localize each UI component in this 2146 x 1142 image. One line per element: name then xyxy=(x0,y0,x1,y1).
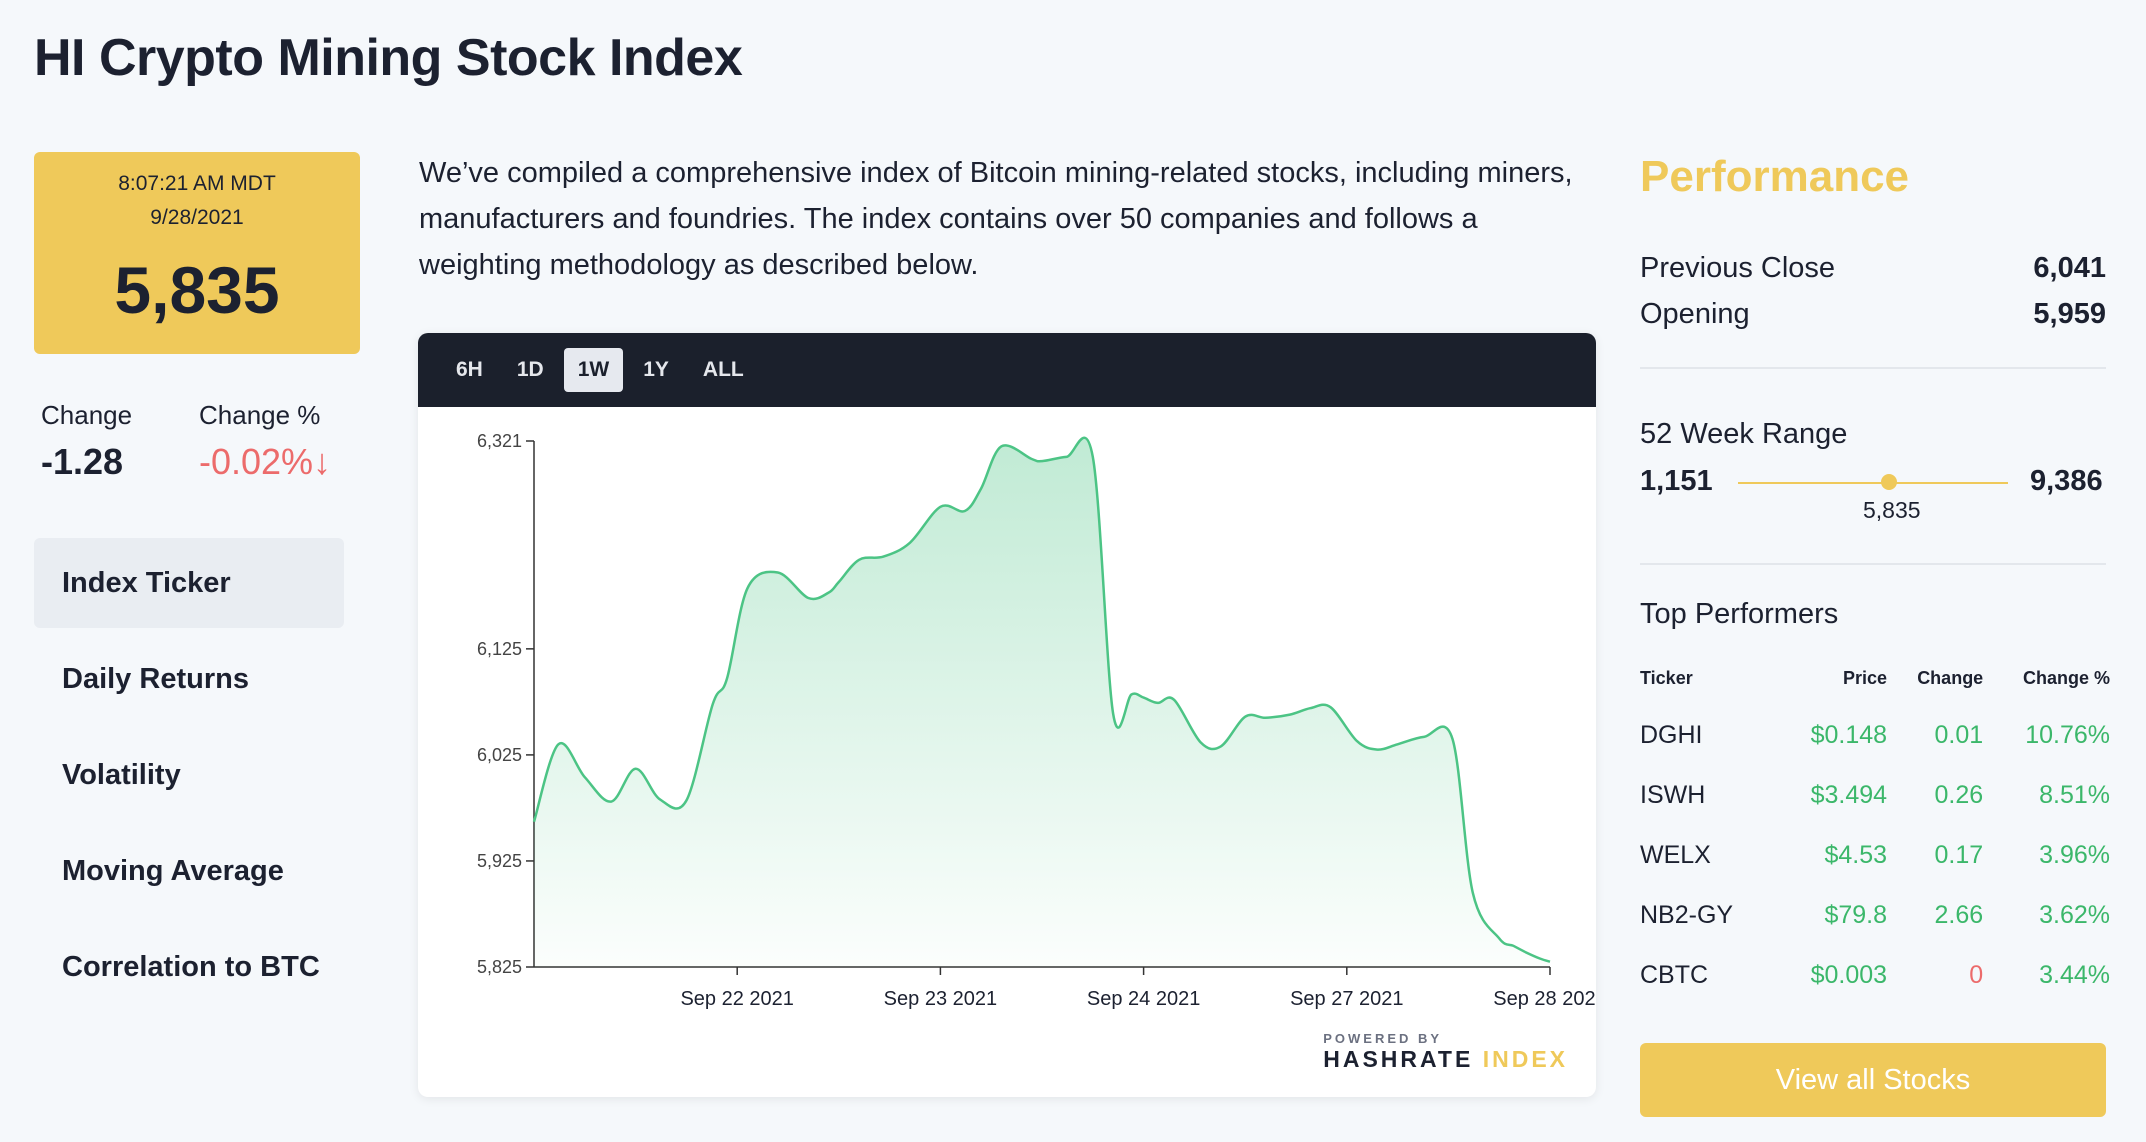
cell-change-pct: 10.76% xyxy=(2025,720,2110,749)
index-description: We’ve compiled a comprehensive index of … xyxy=(419,157,1573,281)
cell-ticker: NB2-GY xyxy=(1640,900,1734,929)
table-row[interactable]: ISWH $3.494 0.26 8.51% xyxy=(1640,765,2110,825)
performance-title: Performance xyxy=(1640,152,1910,201)
tab-all[interactable]: ALL xyxy=(702,358,744,381)
divider xyxy=(1640,367,2106,369)
y-tick-label: 5,825 xyxy=(477,957,522,977)
brand-name: HASHRATE xyxy=(1323,1046,1483,1072)
previous-close-label: Previous Close xyxy=(1640,252,1836,284)
cell-price: $0.148 xyxy=(1810,720,1888,749)
week-range-track xyxy=(1738,482,2008,484)
cell-price: $0.003 xyxy=(1810,960,1888,989)
hashrate-index-logo: HASHRATE INDEX xyxy=(1323,1046,1568,1073)
cell-ticker: DGHI xyxy=(1640,720,1703,749)
cell-change: 0.26 xyxy=(1934,780,1984,809)
view-all-stocks-button[interactable]: View all Stocks xyxy=(1640,1043,2106,1117)
cell-price: $4.53 xyxy=(1824,840,1888,869)
x-tick-label: Sep 24 2021 xyxy=(1087,988,1200,1010)
page-title: HI Crypto Mining Stock Index xyxy=(34,29,743,87)
opening-row: Opening 5,959 xyxy=(1640,298,2106,331)
brand-accent: INDEX xyxy=(1482,1046,1568,1072)
change-pct-label: Change % xyxy=(199,400,321,430)
price-time: 8:07:21 AM MDT xyxy=(118,172,276,195)
y-tick-label: 6,321 xyxy=(477,431,522,451)
week-range-low: 1,151 xyxy=(1640,465,1713,497)
col-change-pct: Change % xyxy=(2022,668,2110,688)
x-tick-label: Sep 28 2021 xyxy=(1493,988,1596,1010)
cell-ticker: WELX xyxy=(1640,840,1711,869)
top-performers-title: Top Performers xyxy=(1640,598,1839,630)
previous-close-row: Previous Close 6,041 xyxy=(1640,252,2106,285)
nav-item-volatility[interactable]: Volatility xyxy=(62,758,181,791)
x-tick-label: Sep 27 2021 xyxy=(1290,988,1403,1010)
cell-ticker: ISWH xyxy=(1640,780,1706,809)
nav-item-index-ticker[interactable]: Index Ticker xyxy=(34,538,344,628)
table-row[interactable]: CBTC $0.003 0 3.44% xyxy=(1640,945,2110,1005)
change-pct-text: -0.02% xyxy=(199,441,314,482)
change-label: Change xyxy=(41,400,133,430)
x-tick-label: Sep 23 2021 xyxy=(884,988,997,1010)
change-pct-block: Change % -0.02%↓ xyxy=(199,400,331,483)
side-nav: Index Ticker Daily Returns Volatility Mo… xyxy=(34,538,344,1018)
nav-item-correlation-btc[interactable]: Correlation to BTC xyxy=(62,950,320,983)
chart-area xyxy=(534,437,1550,967)
cell-price: $79.8 xyxy=(1824,900,1888,929)
table-row[interactable]: WELX $4.53 0.17 3.96% xyxy=(1640,825,2110,885)
chart-range-bar: 6H 1D 1W 1Y ALL xyxy=(418,333,1596,407)
col-change: Change xyxy=(1917,668,1984,688)
price-card: 8:07:21 AM MDT 9/28/2021 5,835 xyxy=(34,152,360,354)
y-tick-label: 5,925 xyxy=(477,851,522,871)
chart-card: 6H 1D 1W 1Y ALL 6,321 6,125 6,025 5,925 5,82… xyxy=(418,333,1596,1097)
tab-1d[interactable]: 1D xyxy=(516,358,544,381)
tab-6h[interactable]: 6H xyxy=(456,358,483,381)
tab-1w[interactable]: 1W xyxy=(563,348,624,392)
y-tick-label: 6,025 xyxy=(477,745,522,765)
week-range-current: 5,835 xyxy=(1863,497,1921,523)
price-date: 9/28/2021 xyxy=(150,206,244,229)
week-range-title: 52 Week Range xyxy=(1640,418,1848,450)
cell-price: $3.494 xyxy=(1810,780,1888,809)
cell-ticker: CBTC xyxy=(1640,960,1709,989)
week-range-high: 9,386 xyxy=(2030,465,2103,497)
change-block: Change -1.28 xyxy=(41,400,132,483)
cell-change-pct: 3.62% xyxy=(2039,900,2110,929)
top-performers-table: Ticker Price Change Change % DGHI $0.148… xyxy=(1640,668,2110,1005)
cell-change-pct: 3.44% xyxy=(2039,960,2110,989)
price-value: 5,835 xyxy=(114,253,280,327)
cell-change: 0.17 xyxy=(1934,840,1984,869)
table-header-row: Ticker Price Change Change % xyxy=(1640,668,2110,705)
nav-item-daily-returns[interactable]: Daily Returns xyxy=(62,662,249,695)
y-tick-label: 6,125 xyxy=(477,639,522,659)
powered-by-label: POWERED BY xyxy=(1323,1031,1443,1046)
change-pct-value: -0.02%↓ xyxy=(199,441,331,483)
opening-label: Opening xyxy=(1640,298,1750,330)
previous-close-value: 6,041 xyxy=(2033,252,2106,284)
index-chart[interactable]: 6,321 6,125 6,025 5,925 5,825 Sep 22 2021 Sep… xyxy=(418,407,1596,1097)
tab-1y[interactable]: 1Y xyxy=(643,358,669,381)
change-value: -1.28 xyxy=(41,441,124,482)
nav-item-moving-average[interactable]: Moving Average xyxy=(62,854,284,887)
col-price: Price xyxy=(1842,668,1888,688)
cell-change-pct: 8.51% xyxy=(2039,780,2110,809)
cell-change: 2.66 xyxy=(1934,900,1984,929)
chart-series-line xyxy=(532,436,1551,963)
table-row[interactable]: NB2-GY $79.8 2.66 3.62% xyxy=(1640,885,2110,945)
cell-change: 0 xyxy=(1969,960,1984,989)
divider xyxy=(1640,563,2106,565)
table-row[interactable]: DGHI $0.148 0.01 10.76% xyxy=(1640,705,2110,765)
x-tick-label: Sep 22 2021 xyxy=(680,988,793,1010)
cell-change: 0.01 xyxy=(1934,720,1984,749)
opening-value: 5,959 xyxy=(2033,298,2106,330)
cell-change-pct: 3.96% xyxy=(2039,840,2110,869)
week-range-marker xyxy=(1880,474,1897,490)
col-ticker: Ticker xyxy=(1640,668,1693,688)
arrow-down-icon: ↓ xyxy=(313,441,332,482)
powered-by: POWERED BY HASHRATE INDEX xyxy=(1323,1031,1568,1073)
